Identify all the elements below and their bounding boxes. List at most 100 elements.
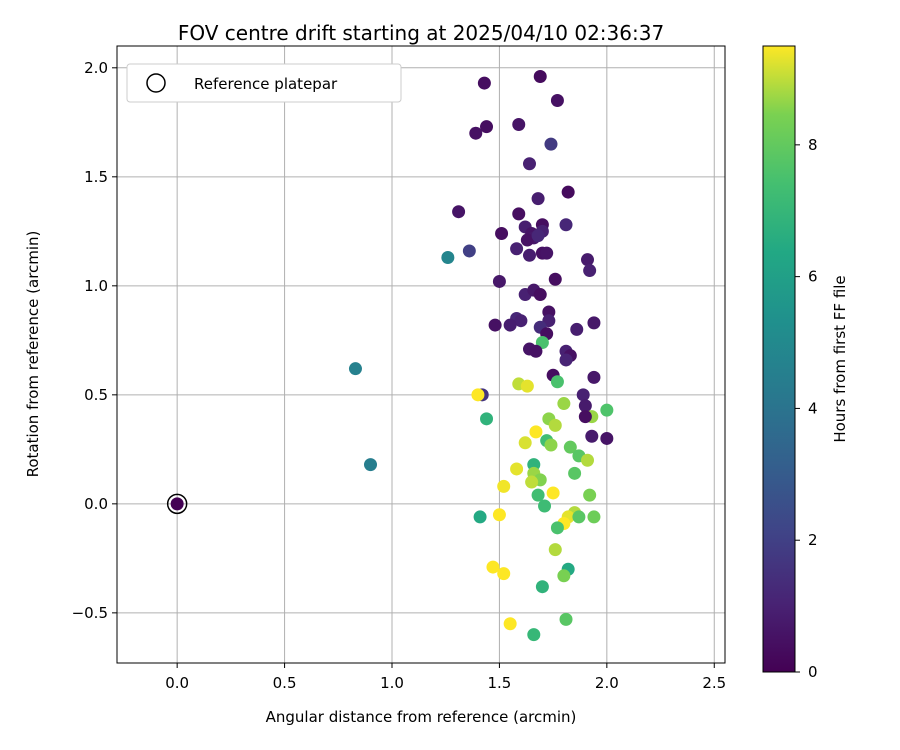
data-point — [529, 425, 543, 439]
data-point — [518, 436, 532, 450]
data-point — [583, 488, 597, 502]
data-point — [469, 126, 483, 140]
data-point — [512, 207, 526, 221]
data-point — [578, 399, 592, 413]
data-point — [531, 229, 545, 243]
data-point — [497, 567, 511, 581]
legend-label-reference: Reference platepar — [194, 75, 338, 93]
data-point — [550, 94, 564, 108]
data-point — [527, 628, 541, 642]
data-point — [583, 264, 597, 278]
data-point — [544, 137, 558, 151]
data-point — [503, 617, 517, 631]
plot-frame — [116, 45, 726, 664]
data-point — [522, 157, 536, 171]
data-point — [520, 233, 534, 247]
data-point — [550, 375, 564, 389]
y-tick-label: 2.0 — [84, 59, 108, 77]
data-point — [510, 242, 524, 256]
x-tick-label: 1.5 — [487, 674, 511, 692]
data-point — [480, 120, 494, 134]
data-point — [559, 353, 573, 367]
x-tick-label: 2.0 — [595, 674, 619, 692]
data-point — [488, 318, 502, 332]
data-point — [477, 76, 491, 90]
x-tick-label: 1.0 — [380, 674, 404, 692]
data-point — [452, 205, 466, 219]
data-points — [348, 70, 614, 642]
colorbar-tick-label: 0 — [808, 663, 818, 681]
data-point — [576, 388, 590, 402]
data-point — [486, 560, 500, 574]
colorbar-ticks: 0 2 4 6 8 — [795, 136, 818, 681]
data-point — [473, 510, 487, 524]
data-point — [495, 226, 509, 240]
y-tick-label: 0.5 — [84, 386, 108, 404]
data-point — [514, 314, 528, 328]
data-point — [497, 479, 511, 493]
colorbar-tick-label: 2 — [808, 531, 818, 549]
data-point — [533, 70, 547, 84]
data-point — [559, 218, 573, 232]
data-point — [529, 344, 543, 358]
data-point — [462, 244, 476, 258]
data-point — [525, 475, 539, 489]
plot-area — [117, 46, 725, 663]
data-point — [581, 253, 595, 267]
data-point — [581, 453, 595, 467]
colorbar-gradient — [762, 45, 796, 673]
reference-point-marker — [170, 497, 184, 511]
data-point — [471, 388, 485, 402]
colorbar: 0 2 4 6 8 Hours from first FF file — [762, 45, 849, 681]
data-point — [563, 440, 577, 454]
data-point — [540, 246, 554, 260]
data-point — [533, 288, 547, 302]
data-point — [546, 486, 560, 500]
data-point — [561, 185, 575, 199]
data-point — [544, 438, 558, 452]
data-point — [348, 362, 362, 376]
data-point — [559, 612, 573, 626]
reference-point-layer — [166, 493, 188, 515]
data-point — [522, 248, 536, 262]
data-point — [510, 462, 524, 476]
data-point — [548, 272, 562, 286]
y-tick-label: −0.5 — [72, 604, 108, 622]
legend: Reference platepar — [126, 63, 402, 103]
x-tick-label: 2.5 — [702, 674, 726, 692]
data-point — [568, 466, 582, 480]
data-point — [548, 543, 562, 557]
data-point — [587, 510, 601, 524]
colorbar-label: Hours from first FF file — [831, 275, 849, 442]
legend-marker-reference — [146, 73, 166, 93]
data-point — [538, 499, 552, 513]
data-point — [512, 117, 526, 131]
data-point — [570, 322, 584, 336]
y-tick-label: 1.5 — [84, 168, 108, 186]
data-point — [587, 370, 601, 384]
y-tick-label: 1.0 — [84, 277, 108, 295]
data-point — [550, 521, 564, 535]
data-point — [503, 318, 517, 332]
data-point — [585, 429, 599, 443]
colorbar-tick-label: 6 — [808, 268, 818, 286]
x-tick-label: 0.0 — [165, 674, 189, 692]
data-point — [557, 397, 571, 411]
data-point — [531, 488, 545, 502]
data-point — [548, 418, 562, 432]
data-point — [600, 431, 614, 445]
data-point — [492, 508, 506, 522]
colorbar-tick-label: 8 — [808, 136, 818, 154]
data-point — [578, 410, 592, 424]
data-point — [492, 274, 506, 288]
x-tick-label: 0.5 — [273, 674, 297, 692]
data-point — [587, 316, 601, 330]
y-tick-label: 0.0 — [84, 495, 108, 513]
y-axis-label: Rotation from reference (arcmin) — [24, 231, 42, 478]
data-point — [364, 458, 378, 472]
reference-point-ring — [166, 493, 188, 515]
legend-box — [126, 63, 402, 103]
data-point — [557, 569, 571, 583]
data-point — [600, 403, 614, 417]
